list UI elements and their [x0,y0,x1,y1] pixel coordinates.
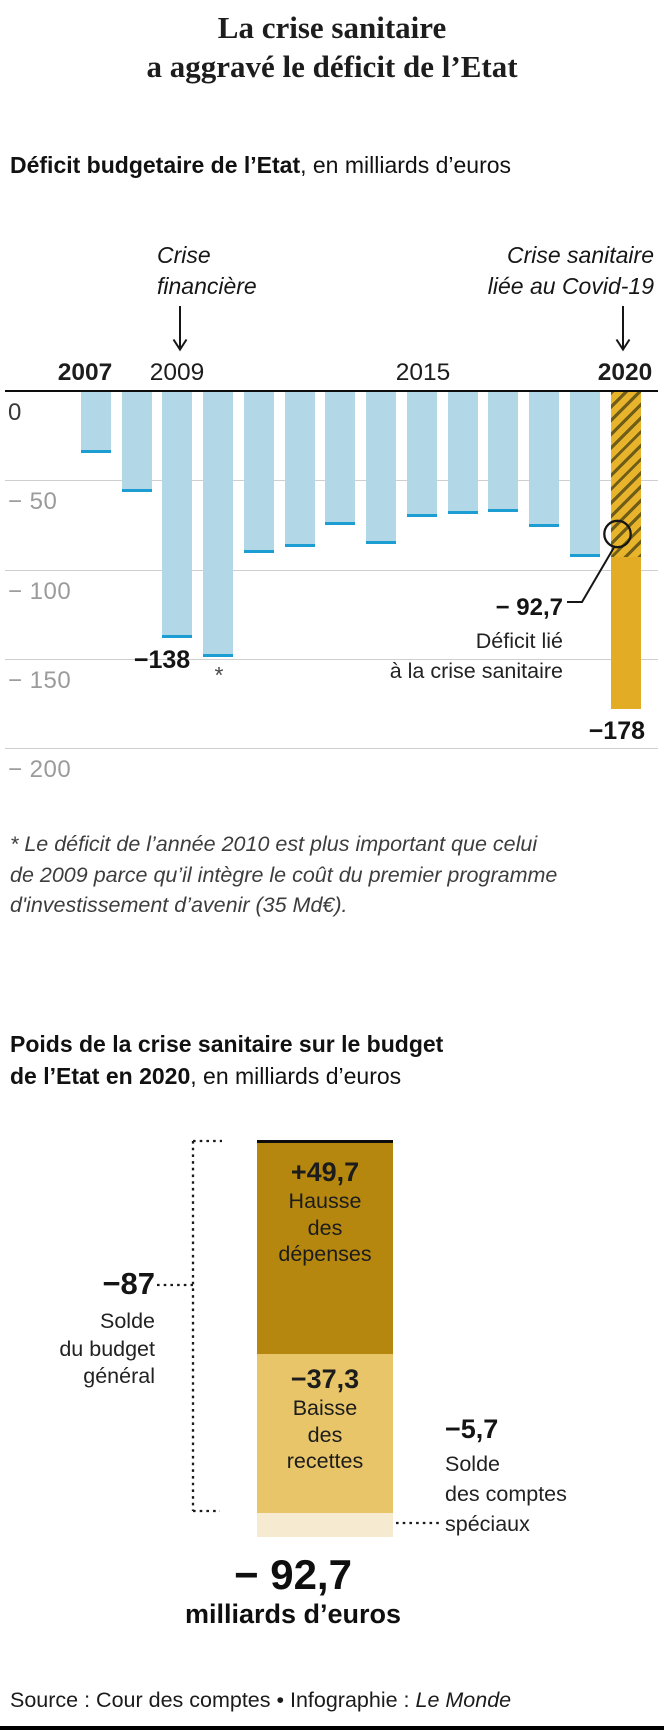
bar-2007 [81,391,111,453]
chart2-title: Poids de la crise sanitaire sur le budge… [10,1028,443,1092]
chart2-title-line2-rest: , en milliards d’euros [190,1063,402,1089]
x-axis-zero-line [5,389,658,392]
bar-2010 [203,391,233,657]
chart2-title-line2-bold: de l’Etat en 2020 [10,1063,191,1089]
y-axis-tick-label--200: − 200 [8,756,72,784]
bar-2015 [407,391,437,517]
gridline--200 [5,748,658,750]
chart1-subtitle-rest: , en milliards d’euros [300,152,512,178]
annotation-crise-sanitaire: Crise sanitaire liée au Covid-19 [488,240,654,302]
segment-baisse-value: −37,3 [290,1364,360,1394]
gridline--100 [5,569,658,571]
y-axis-tick-label-0: 0 [8,399,22,426]
stacked-segment-hausse-depenses: +49,7 Hausse des dépenses [257,1143,393,1354]
chart2-title-line1-bold: Poids de la crise sanitaire sur le budge… [10,1031,444,1057]
footnote-line3: d'investissement d’avenir (35 Md€). [10,893,348,917]
source-prefix: Source : Cour des comptes • Infographie … [10,1688,416,1712]
y-axis-tick-label--50: − 50 [8,488,58,516]
main-title-line1: La crise sanitaire [217,10,447,45]
bar-2017 [488,391,518,512]
segment-baisse-line2: des [307,1422,343,1447]
bar-2008 [122,391,152,492]
comptes-speciaux-value: −5,7 [445,1414,499,1444]
covid-deficit-value: − 92,7 [495,594,563,621]
annotation-crise-financiere: Crise financière [157,240,257,302]
stacked-segment-baisse-recettes: −37,3 Baisse des recettes [257,1354,393,1513]
chart1-subtitle-bold: Déficit budgetaire de l’Etat [10,152,301,178]
chart2-title-line1: Poids de la crise sanitaire sur le budge… [10,1028,443,1060]
main-title-line2: a aggravé le déficit de l’Etat [146,49,518,84]
footnote-line2: de 2009 parce qu’il intègre le coût du p… [10,862,558,887]
bar-value-label-2009: −138 [133,646,191,674]
gridline--150 [5,659,658,661]
footnote-line1: * Le déficit de l’année 2010 est plus im… [10,832,538,856]
bar-2009 [162,391,192,638]
segment-baisse-line3: recettes [286,1449,364,1473]
main-title: La crise sanitaire a aggravé le déficit … [0,8,664,86]
bar-2012 [285,391,315,547]
segment-hausse-line2: des [307,1215,343,1240]
bar-2013 [325,391,355,525]
segment-hausse-value: +49,7 [290,1157,360,1187]
x-axis-label-2015: 2015 [395,359,451,386]
covid-deficit-text: Déficit lié à la crise sanitaire [390,626,563,686]
budget-general-text-line3: général [83,1364,155,1388]
budget-general-label: −87 Solde du budget général [59,1266,155,1391]
bottom-rule [0,1726,664,1730]
covid-deficit-text-line2: à la crise sanitaire [389,659,563,683]
budget-general-text: Solde du budget général [59,1308,155,1391]
chart1-subtitle: Déficit budgetaire de l’Etat, en milliar… [10,152,511,179]
annotation-crise-sanitaire-line1: Crise sanitaire [507,242,654,268]
asterisk-marker-2010: * [214,662,224,688]
grand-total-value: − 92,7 [234,1551,352,1598]
stacked-segment-comptes-speciaux [257,1513,393,1537]
source-publisher: Le Monde [415,1688,512,1712]
bar-2018 [529,391,559,527]
covid-deficit-callout: − 92,7 Déficit lié à la crise sanitaire [390,594,563,686]
comptes-speciaux-text-line3: spéciaux [445,1512,530,1536]
annotation-crise-sanitaire-line2: liée au Covid-19 [487,273,654,299]
comptes-speciaux-text-line1: Solde [445,1452,500,1476]
comptes-speciaux-text-line2: des comptes [445,1482,567,1506]
covid-deficit-text-line1: Déficit lié [475,629,563,653]
x-axis-label-2020: 2020 [597,359,653,386]
bar-value-label-2020: −178 [588,717,645,745]
comptes-speciaux-label: −5,7 Solde des comptes spéciaux [445,1414,567,1539]
deficit-bar-chart: 0 − 50 − 100 − 150 − 200 2007 2009 2015 2020 [0,0,664,783]
annotation-crise-financiere-line2: financière [157,273,257,299]
bar-2011 [244,391,274,553]
segment-hausse-line1: Hausse [288,1189,362,1213]
bar-2020-covid-hatched-portion [611,391,641,557]
bar-2016 [448,391,478,514]
chart2-title-line2: de l’Etat en 2020, en milliards d’euros [10,1060,443,1092]
comptes-speciaux-text: Solde des comptes spéciaux [445,1449,567,1539]
segment-hausse-line3: dépenses [278,1242,372,1266]
grand-total-unit: milliards d’euros [184,1599,402,1629]
segment-baisse-line1: Baisse [292,1396,358,1420]
budget-general-value: −87 [102,1266,155,1301]
bar-2020-solid-portion [611,557,641,709]
covid-budget-stacked-bar: +49,7 Hausse des dépenses −37,3 Baisse d… [257,1140,393,1537]
x-axis-label-2009: 2009 [149,359,205,386]
bar-2019 [570,391,600,557]
source-line: Source : Cour des comptes • Infographie … [10,1688,511,1713]
footnote: * Le déficit de l’année 2010 est plus im… [10,829,640,921]
y-axis-tick-label--150: − 150 [8,667,72,695]
y-axis-tick-label--100: − 100 [8,577,72,605]
bar-2014 [366,391,396,544]
grand-total-label: − 92,7 milliards d’euros [43,1552,543,1630]
budget-general-text-line1: Solde [100,1309,155,1333]
budget-general-text-line2: du budget [59,1336,155,1361]
annotation-crise-financiere-line1: Crise [157,242,211,268]
x-axis-label-2007: 2007 [57,359,113,386]
